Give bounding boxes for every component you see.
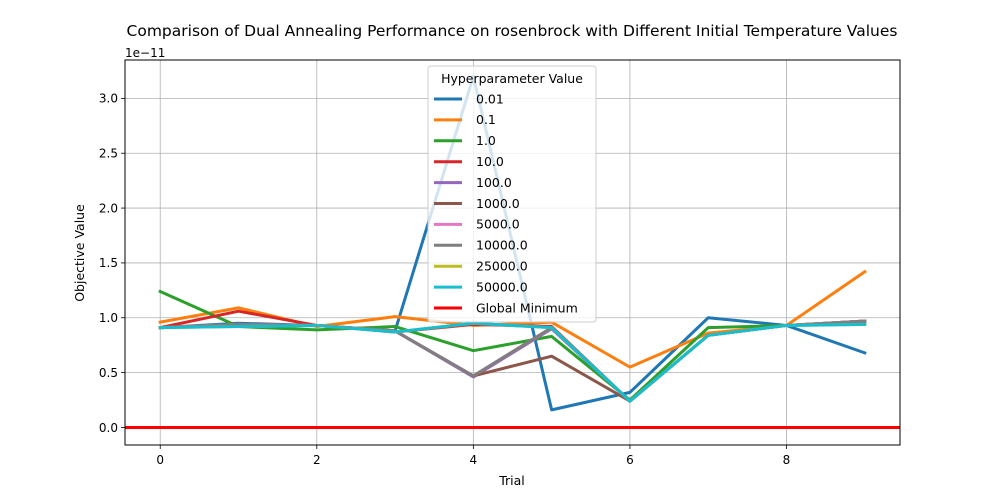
series-line [158, 319, 867, 403]
y-tick-label: 2.0 [99, 201, 118, 215]
legend-label: 5000.0 [476, 217, 520, 232]
x-tick-label: 8 [783, 453, 791, 467]
plot-frame [124, 59, 901, 446]
y-axis-label: Objective Value [72, 204, 87, 302]
legend-label: 10.0 [476, 154, 504, 169]
legend-label: 100.0 [476, 175, 512, 190]
legend-label: Global Minimum [476, 300, 578, 315]
series-line [158, 289, 867, 402]
y-tick-label: 1.5 [99, 256, 118, 270]
x-tick-label: 2 [313, 453, 321, 467]
y-offset-label: 1e−11 [125, 46, 165, 60]
x-axis-label: Trial [498, 473, 525, 488]
legend-label: 1000.0 [476, 196, 520, 211]
chart-title: Comparison of Dual Annealing Performance… [127, 22, 898, 40]
x-tick-label: 0 [156, 453, 164, 467]
legend-label: 1.0 [476, 133, 496, 148]
y-tick-label: 2.5 [99, 147, 118, 161]
legend: Hyperparameter Value 0.01 0.1 1.0 10.0 100.0 1… [427, 65, 597, 323]
legend-title: Hyperparameter Value [441, 71, 583, 86]
series-line [158, 319, 867, 403]
x-tick-label: 4 [470, 453, 478, 467]
series-line [158, 321, 867, 403]
legend-label: 50000.0 [476, 279, 528, 294]
series-line [158, 319, 867, 403]
y-tick-label: 1.0 [99, 311, 118, 325]
legend-label: 10000.0 [476, 238, 528, 253]
legend-box [427, 65, 597, 323]
series-line [158, 321, 867, 403]
y-tick-label: 0.0 [99, 421, 118, 435]
series-line [158, 319, 867, 403]
y-tick-label: 3.0 [99, 92, 118, 106]
x-tick-label: 6 [626, 453, 634, 467]
y-tick-label: 0.5 [99, 366, 118, 380]
ticks: 0 2 4 6 8 0.0 0.5 1.0 1.5 2.0 2.5 3.0 [99, 92, 790, 467]
legend-label: 0.01 [476, 91, 504, 106]
legend-label: 25000.0 [476, 259, 528, 274]
legend-label: 0.1 [476, 112, 496, 127]
